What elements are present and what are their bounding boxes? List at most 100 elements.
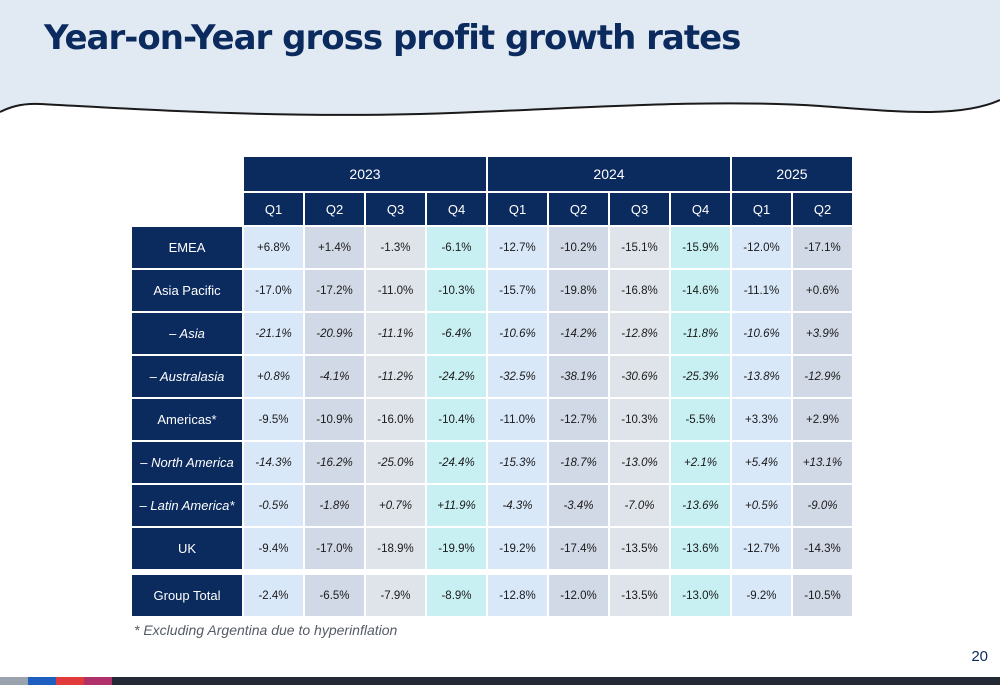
- value-cell: -11.2%: [366, 356, 425, 397]
- value-cell: -16.8%: [610, 270, 669, 311]
- value-cell: +3.3%: [732, 399, 791, 440]
- footer-accent-blue: [28, 677, 56, 685]
- header-band: [0, 0, 1000, 116]
- value-cell: -7.9%: [366, 575, 425, 616]
- value-cell: -20.9%: [305, 313, 364, 354]
- value-cell: -16.0%: [366, 399, 425, 440]
- quarter-header: Q4: [427, 193, 486, 225]
- value-cell: +0.7%: [366, 485, 425, 526]
- value-cell: -10.3%: [610, 399, 669, 440]
- value-cell: -9.2%: [732, 575, 791, 616]
- value-cell: -13.8%: [732, 356, 791, 397]
- footer-accent-gray: [0, 677, 28, 685]
- quarter-header: Q2: [549, 193, 608, 225]
- value-cell: +5.4%: [732, 442, 791, 483]
- value-cell: -11.1%: [366, 313, 425, 354]
- row-label: UK: [132, 528, 242, 569]
- table-row: UK -9.4% -17.0% -18.9% -19.9% -19.2% -17.4% -13…: [132, 528, 852, 569]
- row-label: – Asia: [132, 313, 242, 354]
- value-cell: -12.0%: [549, 575, 608, 616]
- value-cell: -11.1%: [732, 270, 791, 311]
- value-cell: -30.6%: [610, 356, 669, 397]
- growth-table: 2023 2024 2025 Q1 Q2 Q3 Q4 Q1 Q2 Q3 Q4 Q…: [130, 155, 854, 618]
- value-cell: -19.8%: [549, 270, 608, 311]
- footer-bar: [0, 677, 1000, 685]
- value-cell: -12.7%: [732, 528, 791, 569]
- value-cell: -13.6%: [671, 485, 730, 526]
- value-cell: -38.1%: [549, 356, 608, 397]
- value-cell: -9.0%: [793, 485, 852, 526]
- table-row: – Australasia +0.8% -4.1% -11.2% -24.2% -32.5…: [132, 356, 852, 397]
- value-cell: -10.6%: [488, 313, 547, 354]
- value-cell: +0.6%: [793, 270, 852, 311]
- value-cell: -17.0%: [305, 528, 364, 569]
- value-cell: -13.5%: [610, 528, 669, 569]
- value-cell: -14.3%: [244, 442, 303, 483]
- value-cell: -11.0%: [366, 270, 425, 311]
- value-cell: -2.4%: [244, 575, 303, 616]
- quarter-header: Q1: [488, 193, 547, 225]
- value-cell: -15.7%: [488, 270, 547, 311]
- value-cell: -17.4%: [549, 528, 608, 569]
- quarter-header: Q3: [366, 193, 425, 225]
- table-body: EMEA +6.8% +1.4% -1.3% -6.1% -12.7% -10.2% -15.…: [132, 227, 852, 616]
- value-cell: -12.7%: [549, 399, 608, 440]
- row-separator: [132, 571, 852, 573]
- value-cell: -25.0%: [366, 442, 425, 483]
- value-cell: -14.6%: [671, 270, 730, 311]
- row-label: – Australasia: [132, 356, 242, 397]
- quarter-header: Q4: [671, 193, 730, 225]
- value-cell: +6.8%: [244, 227, 303, 268]
- value-cell: -7.0%: [610, 485, 669, 526]
- table-row: Asia Pacific -17.0% -17.2% -11.0% -10.3% -15.…: [132, 270, 852, 311]
- table-row: – Latin America* -0.5% -1.8% +0.7% +11.9% -4.…: [132, 485, 852, 526]
- value-cell: -10.9%: [305, 399, 364, 440]
- value-cell: -19.2%: [488, 528, 547, 569]
- quarter-header: Q3: [610, 193, 669, 225]
- quarter-header: Q1: [244, 193, 303, 225]
- value-cell: -9.4%: [244, 528, 303, 569]
- value-cell: -17.2%: [305, 270, 364, 311]
- row-label: – North America: [132, 442, 242, 483]
- table-row: – North America -14.3% -16.2% -25.0% -24.4% -…: [132, 442, 852, 483]
- table-row: Americas* -9.5% -10.9% -16.0% -10.4% -11.0% -1…: [132, 399, 852, 440]
- quarter-header-row: Q1 Q2 Q3 Q4 Q1 Q2 Q3 Q4 Q1 Q2: [132, 193, 852, 225]
- value-cell: -11.0%: [488, 399, 547, 440]
- value-cell: -15.3%: [488, 442, 547, 483]
- value-cell: +13.1%: [793, 442, 852, 483]
- page-title: Year-on-Year gross profit growth rates: [44, 18, 741, 58]
- value-cell: -14.3%: [793, 528, 852, 569]
- value-cell: -10.2%: [549, 227, 608, 268]
- value-cell: -8.9%: [427, 575, 486, 616]
- row-label: – Latin America*: [132, 485, 242, 526]
- value-cell: -1.3%: [366, 227, 425, 268]
- value-cell: +0.5%: [732, 485, 791, 526]
- corner-cell: [132, 193, 242, 225]
- value-cell: -5.5%: [671, 399, 730, 440]
- value-cell: -4.1%: [305, 356, 364, 397]
- value-cell: -6.1%: [427, 227, 486, 268]
- value-cell: -17.1%: [793, 227, 852, 268]
- value-cell: -15.1%: [610, 227, 669, 268]
- table-row: – Asia -21.1% -20.9% -11.1% -6.4% -10.6% -14.2…: [132, 313, 852, 354]
- value-cell: -18.7%: [549, 442, 608, 483]
- row-label: Asia Pacific: [132, 270, 242, 311]
- value-cell: -9.5%: [244, 399, 303, 440]
- value-cell: -13.0%: [671, 575, 730, 616]
- value-cell: +0.8%: [244, 356, 303, 397]
- value-cell: -21.1%: [244, 313, 303, 354]
- year-header: 2023: [244, 157, 486, 191]
- value-cell: -15.9%: [671, 227, 730, 268]
- value-cell: -18.9%: [366, 528, 425, 569]
- value-cell: -10.6%: [732, 313, 791, 354]
- value-cell: -13.0%: [610, 442, 669, 483]
- footer-accent-magenta: [84, 677, 112, 685]
- value-cell: -11.8%: [671, 313, 730, 354]
- value-cell: -24.2%: [427, 356, 486, 397]
- year-header: 2025: [732, 157, 852, 191]
- value-cell: -13.6%: [671, 528, 730, 569]
- year-header-row: 2023 2024 2025: [132, 157, 852, 191]
- value-cell: -1.8%: [305, 485, 364, 526]
- value-cell: +3.9%: [793, 313, 852, 354]
- corner-cell: [132, 157, 242, 191]
